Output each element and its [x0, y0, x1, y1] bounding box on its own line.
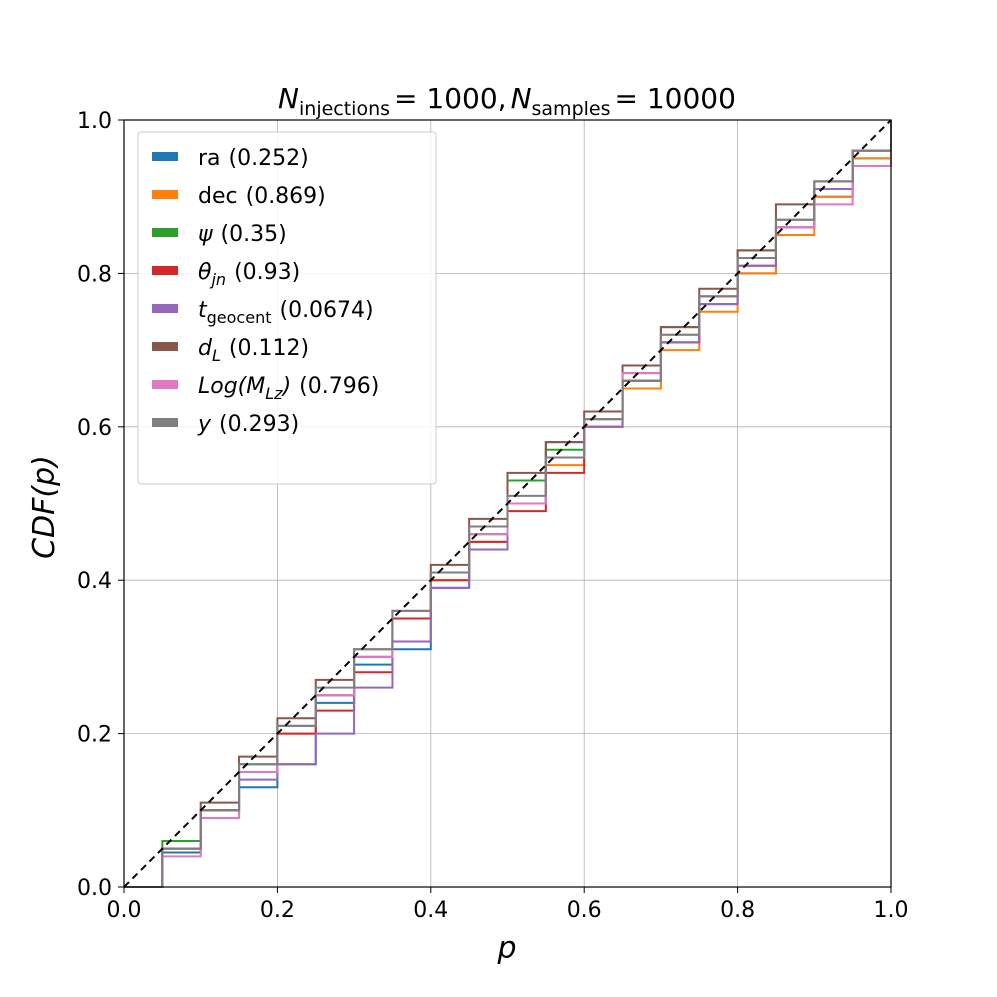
- plot-frame: [123, 119, 892, 888]
- x-axis-label: p: [496, 931, 516, 966]
- y-tick-label: 0.0: [77, 876, 112, 901]
- y-tick-label: 1.0: [77, 109, 112, 134]
- legend-entry: ψ (0.35): [198, 222, 287, 247]
- x-tick-label: 0.6: [567, 898, 602, 923]
- legend-swatch: [152, 418, 178, 427]
- legend: ra (0.252) dec (0.869) ψ (0.35) θjn (0.93) tgeoc…: [137, 131, 437, 485]
- legend-entry: tgeocent (0.0674): [198, 298, 374, 327]
- x-tick-label: 0.8: [720, 898, 755, 923]
- y-tick-label: 0.8: [77, 262, 112, 287]
- legend-swatch: [152, 190, 178, 199]
- x-tick-label: 0.0: [107, 898, 142, 923]
- x-tick-label: 1.0: [874, 898, 909, 923]
- x-axis-ticks: 0.0 0.2 0.4 0.6 0.8 1.0: [107, 887, 909, 923]
- y-tick-label: 0.4: [77, 569, 112, 594]
- legend-swatch: [152, 152, 178, 161]
- legend-entry: Log(MLz) (0.796): [198, 374, 379, 403]
- x-tick-label: 0.4: [413, 898, 448, 923]
- series-line-7: [124, 120, 892, 888]
- reference-diagonal: [123, 119, 892, 888]
- legend-swatch: [152, 304, 178, 313]
- legend-swatch: [152, 266, 178, 275]
- x-tick-label: 0.2: [260, 898, 295, 923]
- legend-entry: dL (0.112): [198, 336, 309, 365]
- y-axis-label: CDF(p): [27, 455, 62, 559]
- y-tick-label: 0.2: [77, 723, 112, 748]
- legend-entry: y (0.293): [197, 412, 299, 437]
- y-axis-ticks: 0.0 0.2 0.4 0.6 0.8 1.0: [77, 109, 124, 901]
- legend-swatch: [152, 342, 178, 351]
- legend-swatch: [152, 380, 178, 389]
- legend-entry: dec (0.869): [198, 184, 326, 209]
- legend-entry: θjn (0.93): [198, 260, 300, 289]
- chart-title: Ninjections = 1000, Nsamples = 10000: [278, 82, 736, 120]
- legend-box: [137, 131, 437, 485]
- legend-swatch: [152, 228, 178, 237]
- legend-entry: ra (0.252): [198, 146, 309, 171]
- y-tick-label: 0.6: [77, 416, 112, 441]
